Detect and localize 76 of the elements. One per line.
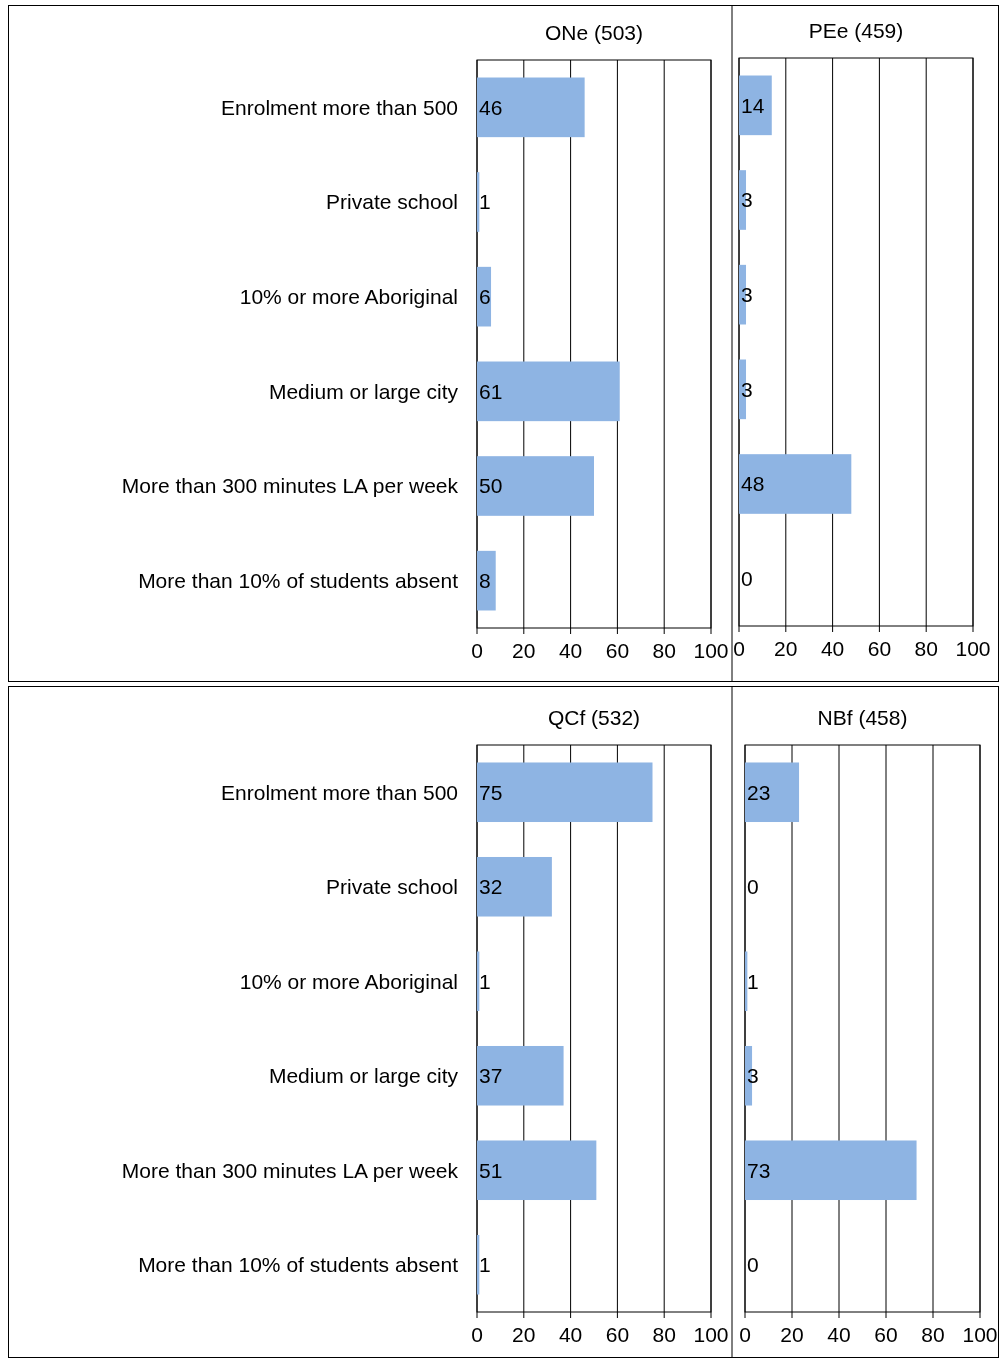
x-tick-label: 20 xyxy=(512,639,536,662)
y-tick-label: 10% or more Aboriginal xyxy=(239,285,458,309)
x-tick-label: 100 xyxy=(693,1323,729,1346)
data-label: 32 xyxy=(479,875,503,899)
x-tick-label: 40 xyxy=(827,1323,851,1346)
data-label: 3 xyxy=(741,283,753,307)
x-tick-label: 100 xyxy=(693,639,729,662)
data-label: 3 xyxy=(741,377,753,401)
data-label: 6 xyxy=(479,285,491,309)
data-label: 0 xyxy=(747,875,759,899)
chart-title: NBf (458) xyxy=(817,706,908,729)
y-tick-label: Enrolment more than 500 xyxy=(221,780,458,804)
y-tick-label: More than 10% of students absent xyxy=(138,1253,459,1277)
bar xyxy=(477,361,620,422)
y-tick-label: Private school xyxy=(326,875,458,899)
y-tick-label: More than 10% of students absent xyxy=(138,569,459,593)
bar xyxy=(477,456,594,516)
y-tick-label: More than 300 minutes LA per week xyxy=(121,1158,459,1182)
x-tick-label: 0 xyxy=(471,1323,483,1346)
y-tick-label: Medium or large city xyxy=(268,379,459,403)
x-tick-label: 80 xyxy=(921,1323,945,1346)
data-label: 75 xyxy=(479,780,503,804)
x-tick-label: 60 xyxy=(605,1323,630,1346)
chart-title: QCf (532) xyxy=(547,706,641,729)
bar xyxy=(477,1045,564,1106)
x-tick-label: 100 xyxy=(955,637,991,660)
x-tick-label: 0 xyxy=(733,637,745,660)
x-tick-label: 80 xyxy=(652,639,676,662)
x-tick-label: 0 xyxy=(739,1323,751,1346)
y-tick-label: More than 300 minutes LA per week xyxy=(121,474,459,498)
x-tick-label: 40 xyxy=(558,639,583,662)
data-label: 23 xyxy=(747,780,771,804)
bar xyxy=(745,762,800,823)
data-label: 1 xyxy=(479,969,491,993)
data-label: 3 xyxy=(741,188,753,212)
data-label: 46 xyxy=(479,95,503,119)
x-tick-label: 80 xyxy=(652,1323,676,1346)
data-label: 3 xyxy=(747,1064,759,1088)
data-label: 61 xyxy=(479,379,503,403)
x-tick-label: 80 xyxy=(914,637,938,660)
bar xyxy=(477,77,585,138)
y-tick-label: 10% or more Aboriginal xyxy=(239,969,458,993)
y-tick-label: Medium or large city xyxy=(268,1064,459,1088)
data-label: 73 xyxy=(747,1158,771,1182)
chart-title: ONe (503) xyxy=(544,21,644,44)
data-label: 51 xyxy=(479,1158,503,1182)
x-tick-label: 60 xyxy=(874,1323,898,1346)
bar xyxy=(477,550,496,611)
data-label: 1 xyxy=(479,1253,491,1277)
bar xyxy=(739,75,772,136)
data-label: 0 xyxy=(747,1253,759,1277)
data-label: 37 xyxy=(479,1064,503,1088)
y-tick-label: Enrolment more than 500 xyxy=(221,95,458,119)
bar xyxy=(739,454,852,514)
bar xyxy=(477,762,653,823)
x-tick-label: 20 xyxy=(774,637,798,660)
x-tick-label: 60 xyxy=(605,639,630,662)
x-tick-label: 0 xyxy=(471,639,483,662)
data-label: 0 xyxy=(741,567,753,591)
x-tick-label: 100 xyxy=(962,1323,998,1346)
chart-title: PEe (459) xyxy=(808,19,904,42)
x-tick-label: 20 xyxy=(512,1323,536,1346)
data-label: 14 xyxy=(741,93,765,117)
x-tick-label: 60 xyxy=(867,637,892,660)
bar xyxy=(477,1140,597,1201)
bar xyxy=(745,1140,917,1201)
data-label: 8 xyxy=(479,569,491,593)
data-label: 48 xyxy=(741,472,765,496)
data-label: 1 xyxy=(747,969,759,993)
data-label: 50 xyxy=(479,474,503,498)
x-tick-label: 20 xyxy=(780,1323,804,1346)
data-label: 1 xyxy=(479,190,491,214)
x-tick-label: 40 xyxy=(558,1323,583,1346)
x-tick-label: 40 xyxy=(820,637,845,660)
bar xyxy=(477,856,552,917)
y-tick-label: Private school xyxy=(326,190,458,214)
